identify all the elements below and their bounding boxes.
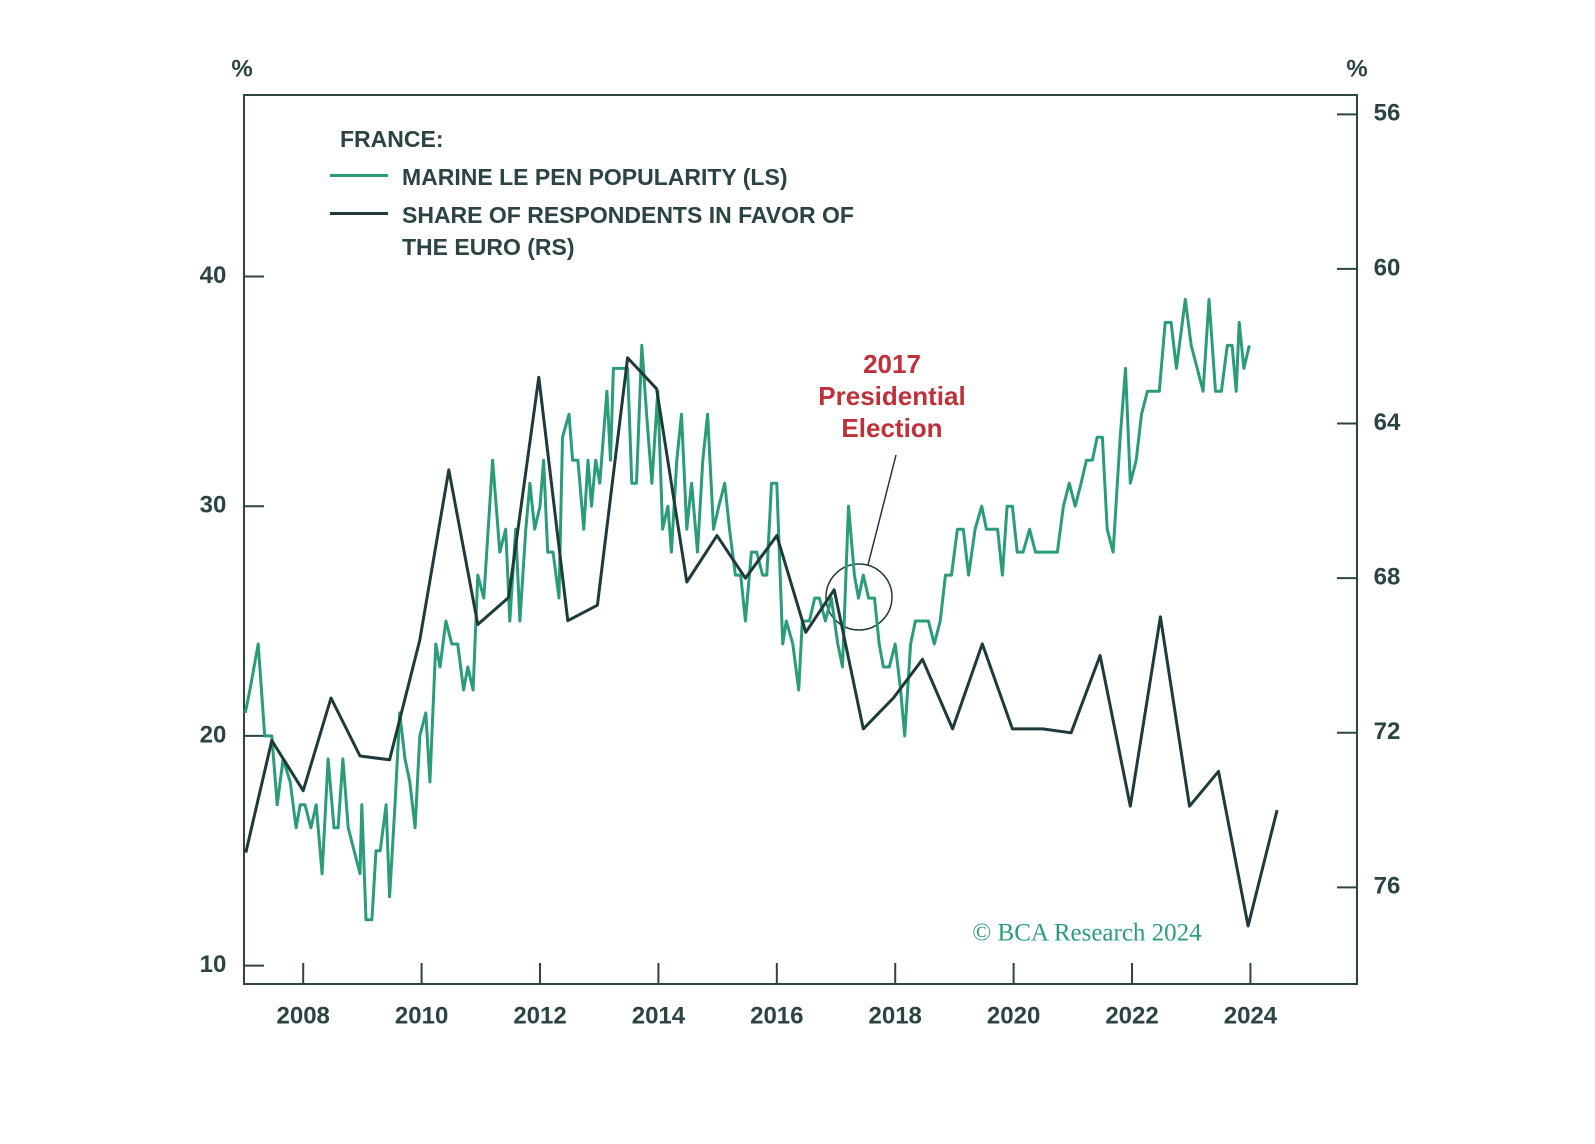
y2-tick-label: 68 [1374, 563, 1401, 590]
legend-entry: SHARE OF RESPONDENTS IN FAVOR OF THE EUR… [330, 199, 900, 263]
series-line [244, 356, 1279, 928]
y2-tick-label: 64 [1374, 409, 1401, 436]
y-tick-label: 20 [200, 721, 227, 748]
plot-frame [243, 94, 1358, 985]
legend-label: SHARE OF RESPONDENTS IN FAVOR OF THE EUR… [402, 202, 854, 260]
legend: FRANCE: MARINE LE PEN POPULARITY (LS) SHA… [330, 126, 900, 269]
legend-entry: MARINE LE PEN POPULARITY (LS) [330, 161, 900, 193]
y-axis-unit: % [231, 55, 252, 82]
x-tick-label: 2008 [277, 1002, 330, 1029]
annotation-text: 2017 [863, 349, 921, 379]
y-tick-label: 40 [200, 262, 227, 289]
legend-swatch [330, 212, 388, 215]
x-tick-label: 2018 [869, 1002, 922, 1029]
series-line [243, 297, 1251, 922]
y-tick-label: 30 [200, 492, 227, 519]
legend-title: FRANCE: [340, 126, 444, 152]
source-credit: © BCA Research 2024 [972, 920, 1202, 947]
x-tick-label: 2014 [632, 1002, 686, 1029]
x-tick-label: 2020 [987, 1002, 1040, 1029]
y2-axis-unit: % [1346, 55, 1367, 82]
legend-entries: MARINE LE PEN POPULARITY (LS) SHARE OF RE… [330, 161, 900, 263]
leader-line [867, 454, 897, 566]
x-tick-label: 2024 [1224, 1002, 1278, 1029]
highlight-circle [825, 563, 893, 631]
x-tick-label: 2010 [395, 1002, 448, 1029]
y2-tick-label: 56 [1374, 100, 1401, 127]
y2-tick-label: 72 [1374, 718, 1401, 745]
y2-tick-label: 76 [1374, 873, 1401, 900]
y-tick-label: 10 [200, 951, 227, 978]
x-tick-label: 2012 [513, 1002, 566, 1029]
x-tick-label: 2022 [1105, 1002, 1158, 1029]
legend-swatch [330, 174, 388, 177]
annotation-text: Presidential [818, 381, 965, 411]
y2-tick-label: 60 [1374, 254, 1401, 281]
x-tick-label: 2016 [750, 1002, 803, 1029]
annotation-text: Election [841, 413, 942, 443]
legend-label: MARINE LE PEN POPULARITY (LS) [402, 164, 788, 190]
